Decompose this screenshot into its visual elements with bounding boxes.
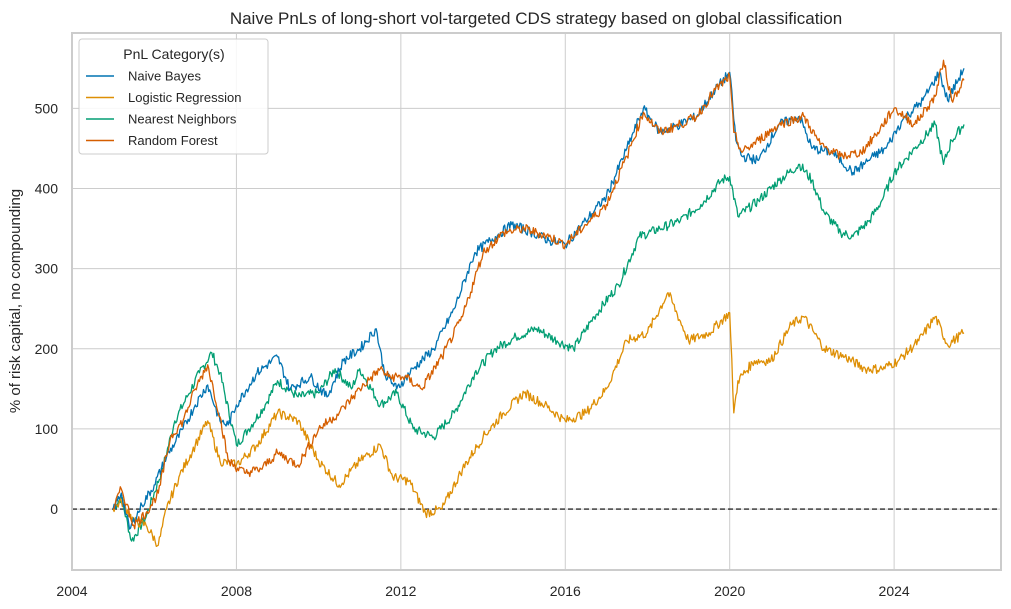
y-tick-label: 200 <box>35 341 59 357</box>
chart-title: Naive PnLs of long-short vol-targeted CD… <box>230 9 842 28</box>
series-line-naive-bayes <box>112 68 965 530</box>
y-tick-label: 400 <box>35 180 59 196</box>
x-tick-label: 2020 <box>714 583 745 599</box>
x-tick-label: 2024 <box>879 583 910 599</box>
series-lines <box>112 59 965 548</box>
x-tick-label: 2008 <box>221 583 252 599</box>
y-axis-label: % of risk capital, no compounding <box>7 189 24 413</box>
y-tick-label: 100 <box>35 421 59 437</box>
legend: PnL Category(s) Naive Bayes Logistic Regr… <box>78 38 269 155</box>
legend-label: Nearest Neighbors <box>128 112 237 127</box>
legend-label: Random Forest <box>128 133 218 148</box>
legend-entries: Naive Bayes Logistic Regression Nearest Ne… <box>86 69 241 148</box>
legend-title: PnL Category(s) <box>123 46 224 62</box>
y-tick-label: 0 <box>50 501 58 517</box>
y-axis-ticks: 0 100 200 300 400 500 <box>35 100 59 517</box>
x-tick-label: 2004 <box>56 583 87 599</box>
series-line-logistic-regression <box>112 292 965 548</box>
legend-label: Logistic Regression <box>128 90 241 105</box>
series-line-nearest-neighbors <box>112 120 965 542</box>
grid-lines <box>71 33 1001 570</box>
x-axis-ticks: 2004 2008 2012 2016 2020 2024 <box>56 583 909 599</box>
y-tick-label: 500 <box>35 100 59 116</box>
x-tick-label: 2012 <box>385 583 416 599</box>
plot-frame <box>71 32 1002 571</box>
series-line-random-forest <box>112 59 965 530</box>
x-tick-label: 2016 <box>550 583 581 599</box>
y-tick-label: 300 <box>35 261 59 277</box>
legend-box <box>78 38 269 155</box>
legend-label: Naive Bayes <box>128 69 201 84</box>
